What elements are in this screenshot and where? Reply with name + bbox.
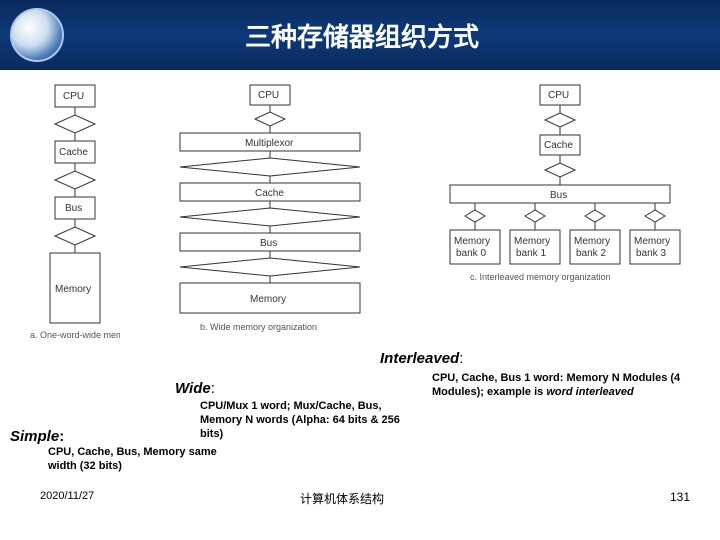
svg-text:CPU: CPU <box>548 90 569 101</box>
svg-text:Cache: Cache <box>255 188 284 199</box>
svg-text:Cache: Cache <box>59 147 88 158</box>
svg-text:bank 0: bank 0 <box>456 248 486 259</box>
diagram-interleaved: CPU Cache Bus Memorybank 0 Memorybank 1 … <box>420 80 700 350</box>
svg-text:Memory: Memory <box>574 236 610 247</box>
svg-text:Memory: Memory <box>250 294 286 305</box>
wide-body: CPU/Mux 1 word; Mux/Cache, Bus, Memory N… <box>200 400 410 441</box>
svg-text:bank 3: bank 3 <box>636 248 666 259</box>
diagram-interleaved-svg: CPU Cache Bus Memorybank 0 Memorybank 1 … <box>420 80 700 350</box>
simple-heading: Simple: <box>10 428 64 445</box>
svg-text:bank 1: bank 1 <box>516 248 546 259</box>
svg-text:CPU: CPU <box>63 91 84 102</box>
diagram-area: CPU Cache Bus Memory a. One-word-wide me… <box>0 70 720 350</box>
svg-text:Memory: Memory <box>454 236 490 247</box>
simple-body: CPU, Cache, Bus, Memory same width (32 b… <box>48 446 248 474</box>
diagram-wide-svg: CPU Multiplexor Cache Bus Memory b. Wide… <box>150 80 390 350</box>
interleaved-body: CPU, Cache, Bus 1 word: Memory N Modules… <box>432 372 682 400</box>
slide-title: 三种存储器组织方式 <box>84 17 640 54</box>
text-area: Interleaved: CPU, Cache, Bus 1 word: Mem… <box>0 350 720 540</box>
svg-text:Multiplexor: Multiplexor <box>245 138 294 149</box>
svg-text:Bus: Bus <box>550 190 567 201</box>
svg-text:Cache: Cache <box>544 140 573 151</box>
svg-text:Memory: Memory <box>514 236 550 247</box>
diagram-wide: CPU Multiplexor Cache Bus Memory b. Wide… <box>150 80 390 350</box>
wide-heading: Wide: <box>175 380 215 397</box>
svg-text:Memory: Memory <box>55 284 91 295</box>
slide-header: 三种存储器组织方式 <box>0 0 720 70</box>
svg-text:Bus: Bus <box>65 203 82 214</box>
svg-text:b. Wide memory organization: b. Wide memory organization <box>200 322 317 332</box>
svg-text:a. One-word-wide memory organi: a. One-word-wide memory organization <box>30 330 120 340</box>
svg-text:CPU: CPU <box>258 90 279 101</box>
diagram-simple-svg: CPU Cache Bus Memory a. One-word-wide me… <box>30 80 120 350</box>
svg-text:bank 2: bank 2 <box>576 248 606 259</box>
footer-page: 131 <box>670 490 690 504</box>
svg-text:Bus: Bus <box>260 238 277 249</box>
svg-text:c. Interleaved memory organiza: c. Interleaved memory organization <box>470 272 611 282</box>
footer-date: 2020/11/27 <box>40 490 94 502</box>
svg-text:Memory: Memory <box>634 236 670 247</box>
footer-center: 计算机体系结构 <box>300 490 384 507</box>
university-logo <box>10 8 64 62</box>
interleaved-heading: Interleaved: <box>380 350 463 367</box>
diagram-simple: CPU Cache Bus Memory a. One-word-wide me… <box>30 80 120 350</box>
